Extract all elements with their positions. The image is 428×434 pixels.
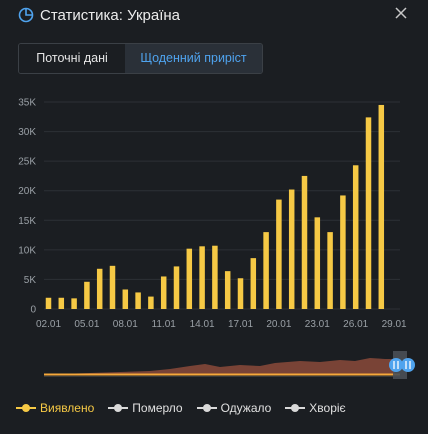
legend-item-active[interactable]: Хворіє xyxy=(285,401,346,415)
bar-detected[interactable] xyxy=(352,165,359,309)
bar-detected[interactable] xyxy=(199,246,205,309)
x-tick-label: 05.01 xyxy=(74,319,99,330)
bar-detected[interactable] xyxy=(378,104,385,309)
x-tick-label: 26.01 xyxy=(343,319,368,330)
x-tick-label: 29.01 xyxy=(382,319,407,330)
bar-detected[interactable] xyxy=(148,296,154,309)
x-tick-label: 23.01 xyxy=(305,319,330,330)
legend: Виявлено Померло Одужало Хворіє xyxy=(16,400,360,416)
y-tick-label: 25K xyxy=(18,157,36,168)
window-title: Статистика: Україна xyxy=(40,7,181,24)
navigator-area xyxy=(44,358,395,375)
daily-growth-chart: 0 5K 10K 15K 20K 25K 30K 35K 02.01 05.01 08.01 11.0… xyxy=(18,98,407,331)
x-tick-label: 08.01 xyxy=(113,319,138,330)
range-navigator[interactable] xyxy=(0,345,428,380)
bar-detected[interactable] xyxy=(288,189,295,309)
bar-detected[interactable] xyxy=(314,217,321,309)
legend-label-recovered: Одужало xyxy=(220,401,272,415)
navigator-handle-left[interactable] xyxy=(389,358,403,372)
bar-detected[interactable] xyxy=(58,297,65,309)
bar-detected[interactable] xyxy=(135,292,141,309)
bar-detected[interactable] xyxy=(224,271,231,309)
legend-item-recovered[interactable]: Одужало xyxy=(196,401,272,415)
y-tick-label: 10K xyxy=(18,245,36,256)
bar-detected[interactable] xyxy=(122,289,129,309)
bar-detected[interactable] xyxy=(263,232,269,309)
y-tick-label: 5K xyxy=(24,275,37,286)
legend-item-detected[interactable]: Виявлено xyxy=(16,401,94,415)
bar-detected[interactable] xyxy=(212,245,218,309)
x-tick-label: 17.01 xyxy=(228,319,253,330)
tab-daily-growth[interactable]: Щоденний приріст xyxy=(125,44,262,73)
close-icon[interactable] xyxy=(394,6,408,20)
legend-label-active: Хворіє xyxy=(309,401,346,415)
legend-marker-recovered xyxy=(196,404,217,412)
legend-marker-deaths xyxy=(108,404,129,412)
x-tick-label: 11.01 xyxy=(152,319,177,330)
bar-detected[interactable] xyxy=(84,281,90,309)
legend-item-deaths[interactable]: Померло xyxy=(108,401,183,415)
y-tick-label: 35K xyxy=(18,98,36,109)
bar-detected[interactable] xyxy=(340,195,346,309)
bar-detected[interactable] xyxy=(237,278,244,309)
bar-detected[interactable] xyxy=(276,199,282,309)
header: Статистика: Україна xyxy=(0,0,428,32)
y-tick-label: 15K xyxy=(18,216,36,227)
x-tick-label: 02.01 xyxy=(36,319,61,330)
bar-detected[interactable] xyxy=(250,258,257,309)
bar-detected[interactable] xyxy=(173,266,180,309)
legend-label-detected: Виявлено xyxy=(40,401,95,415)
y-tick-label: 0 xyxy=(30,305,36,316)
bar-detected[interactable] xyxy=(96,268,103,309)
bar-detected[interactable] xyxy=(327,232,333,309)
bar-detected[interactable] xyxy=(301,175,308,309)
x-tick-label: 14.01 xyxy=(190,319,215,330)
view-tabs: Поточні дані Щоденний приріст xyxy=(18,43,263,74)
tab-current-data[interactable]: Поточні дані xyxy=(19,44,125,73)
legend-marker-active xyxy=(285,404,306,412)
bar-detected[interactable] xyxy=(186,248,193,309)
y-tick-label: 30K xyxy=(18,127,36,138)
bar-detected[interactable] xyxy=(45,297,52,309)
navigator-handle-right[interactable] xyxy=(401,358,415,372)
legend-label-deaths: Померло xyxy=(132,401,183,415)
bar-detected[interactable] xyxy=(109,265,116,309)
bar-detected[interactable] xyxy=(160,276,167,309)
legend-marker-detected xyxy=(16,404,36,412)
pie-chart-icon xyxy=(18,7,34,23)
y-tick-label: 20K xyxy=(18,186,36,197)
x-tick-label: 20.01 xyxy=(266,319,291,330)
bar-detected[interactable] xyxy=(71,298,77,309)
bar-detected[interactable] xyxy=(365,117,372,310)
